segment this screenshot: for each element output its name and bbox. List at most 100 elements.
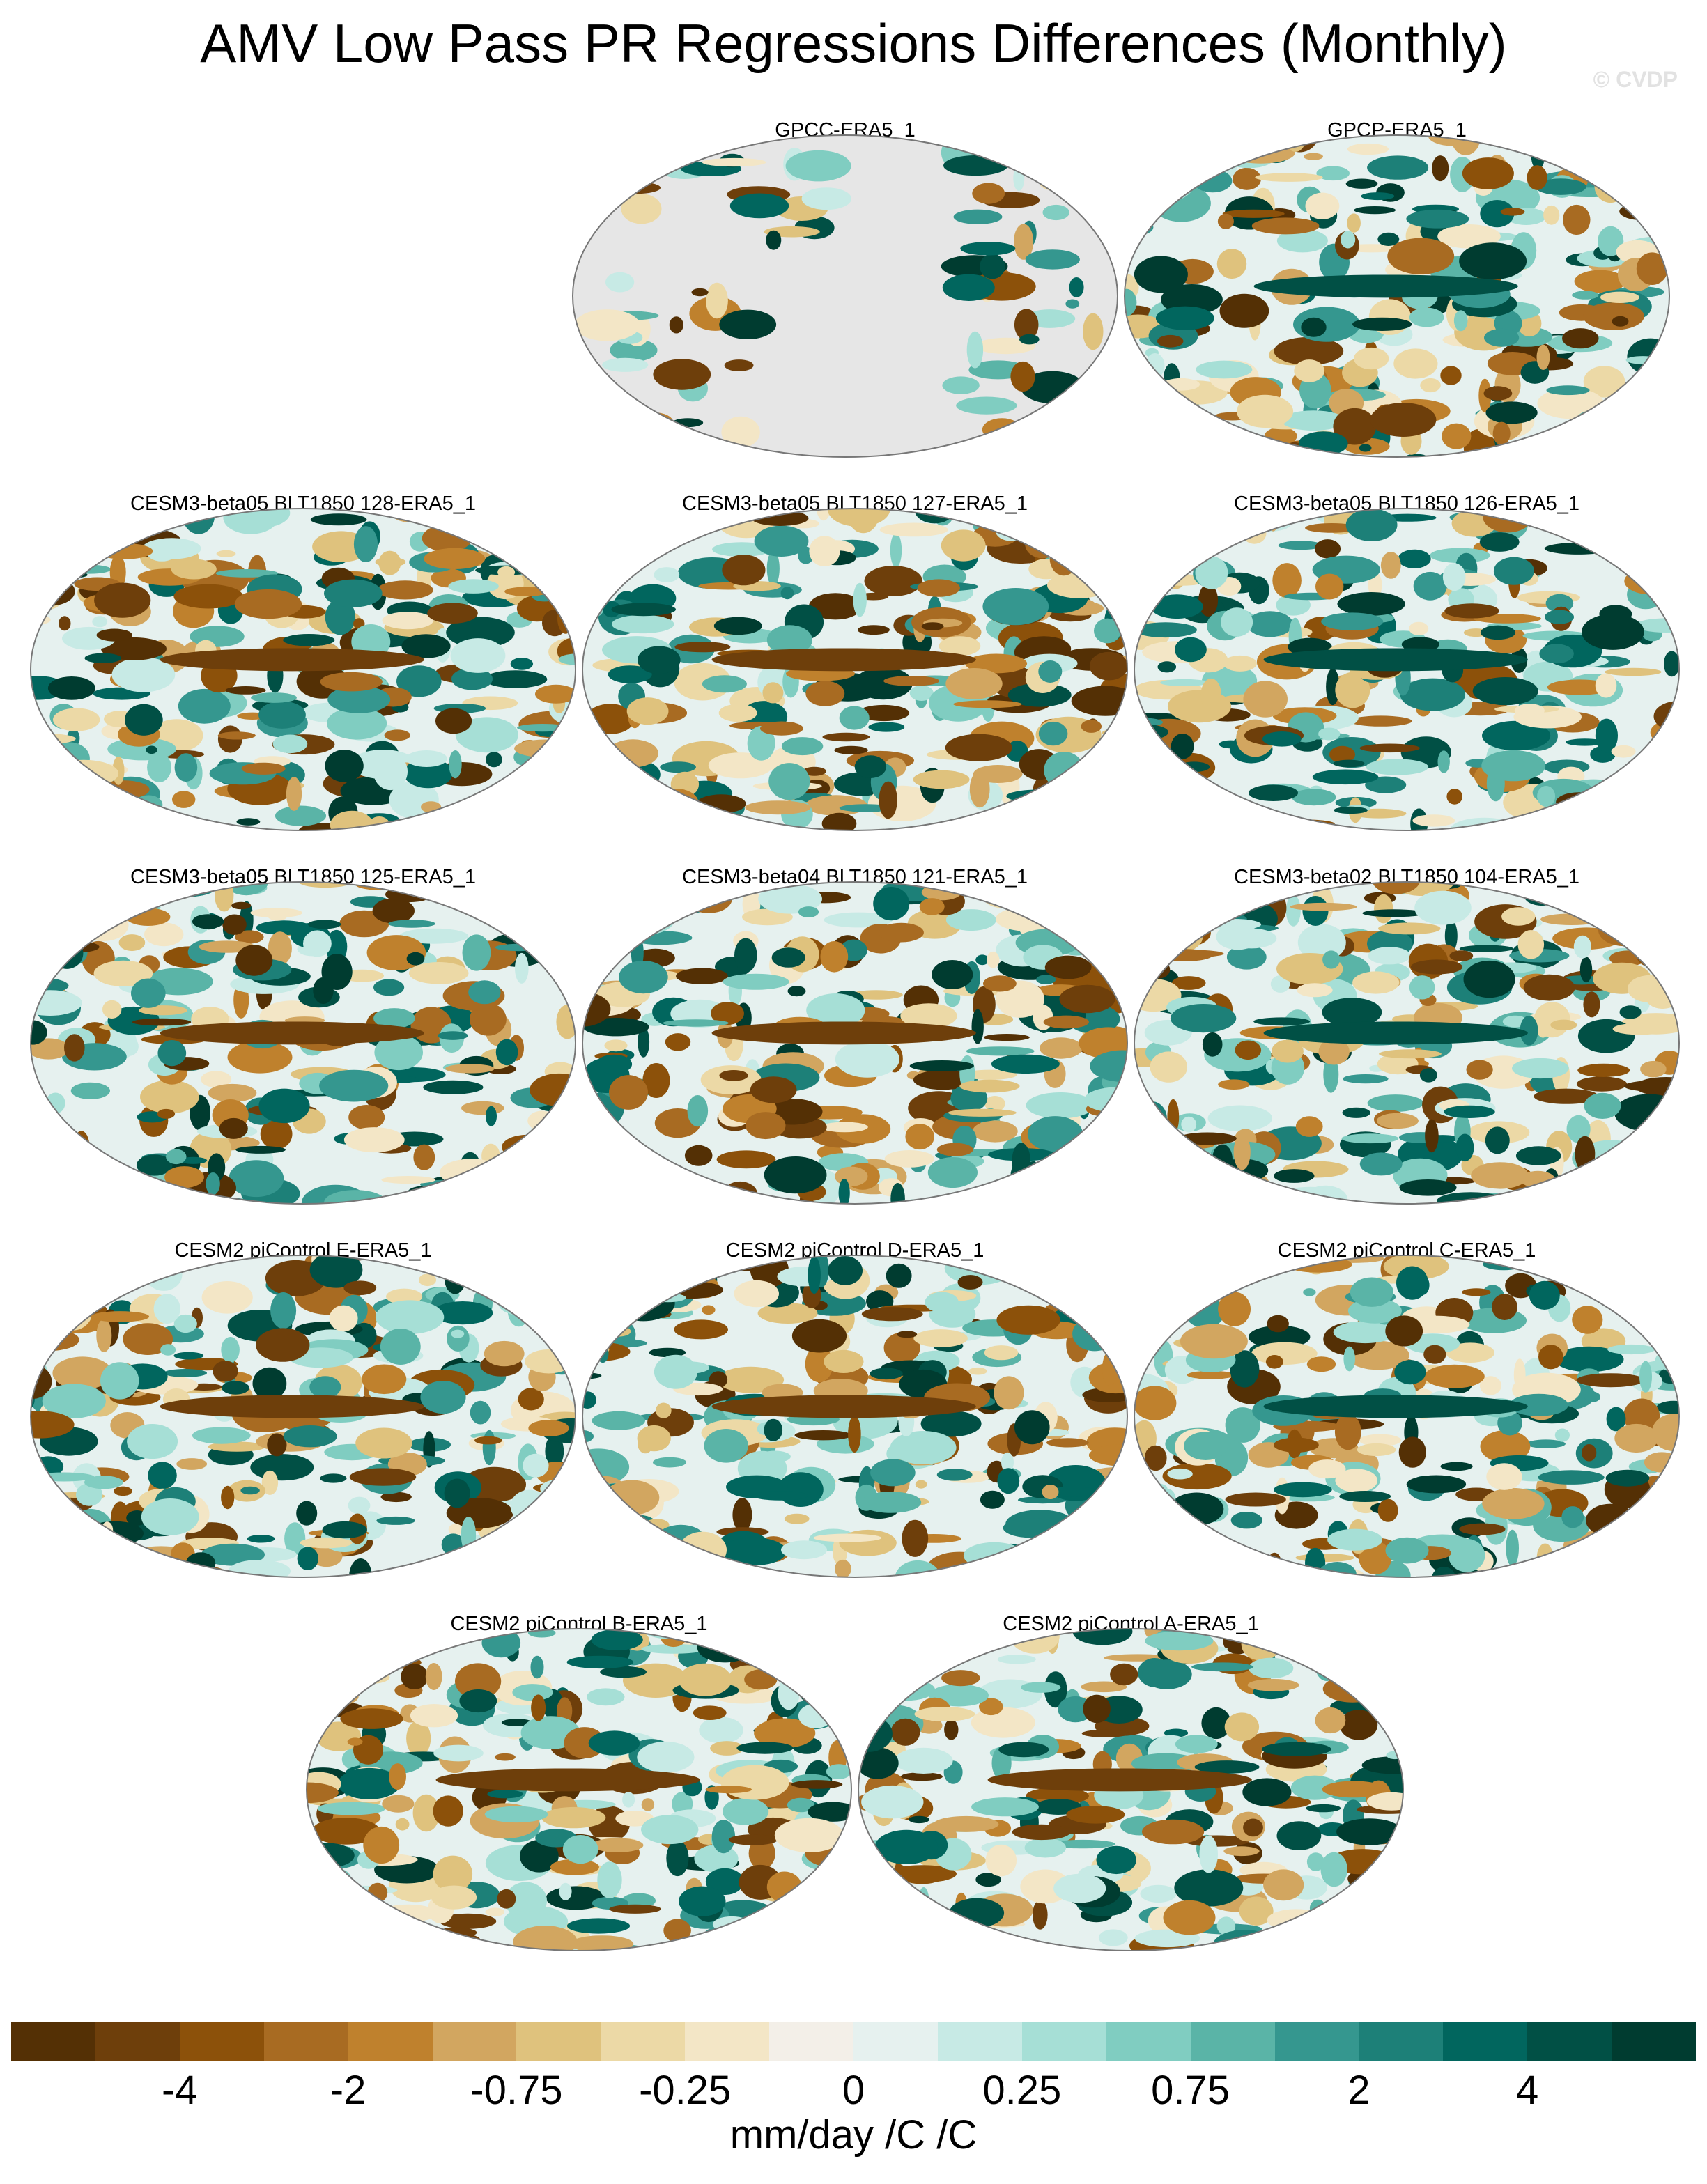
colorbar-swatch: [1612, 2022, 1697, 2061]
anomaly-patch: [192, 914, 224, 929]
anomaly-patch: [663, 1919, 691, 1942]
anomaly-patch: [1505, 821, 1538, 830]
anomaly-patch: [423, 1080, 484, 1094]
anomaly-patch: [38, 792, 63, 820]
anomaly-patch: [857, 625, 890, 635]
anomaly-patch: [874, 1829, 939, 1864]
anomaly-patch: [384, 729, 410, 741]
anomaly-patch: [1182, 1188, 1237, 1204]
anomaly-patch: [872, 1916, 934, 1935]
anomaly-patch: [228, 1560, 291, 1577]
map-panel: [582, 1255, 1128, 1578]
anomaly-patch: [1416, 1275, 1430, 1295]
anomaly-patch: [31, 938, 57, 950]
anomaly-patch: [319, 1069, 389, 1102]
anomaly-patch: [157, 1040, 187, 1067]
anomaly-patch: [433, 1855, 473, 1893]
anomaly-patch: [633, 412, 674, 433]
anomaly-patch: [980, 254, 1005, 279]
anomaly-patch: [45, 780, 75, 808]
anomaly-patch: [1538, 1470, 1605, 1485]
anomaly-patch: [592, 1838, 644, 1852]
anomaly-patch: [1644, 163, 1661, 187]
equatorial-band: [1263, 1021, 1528, 1045]
anomaly-patch: [894, 1747, 953, 1774]
anomaly-patch: [914, 1707, 975, 1721]
anomaly-patch: [321, 954, 353, 990]
map-panel: [582, 881, 1128, 1205]
anomaly-patch: [968, 1367, 987, 1375]
anomaly-patch: [1071, 686, 1127, 716]
anomaly-patch: [267, 1433, 287, 1457]
anomaly-patch: [535, 684, 576, 704]
anomaly-patch: [787, 1641, 801, 1655]
anomaly-patch: [615, 516, 661, 527]
anomaly-patch: [1387, 238, 1455, 274]
anomaly-patch: [744, 1669, 778, 1690]
anomaly-patch: [1472, 677, 1538, 706]
anomaly-patch: [716, 1150, 776, 1169]
anomaly-patch: [1616, 819, 1637, 827]
anomaly-patch: [1334, 1414, 1361, 1450]
anomaly-patch: [1463, 960, 1515, 998]
anomaly-patch: [1343, 1346, 1355, 1372]
anomaly-patch: [980, 882, 1026, 908]
anomaly-patch: [1196, 360, 1253, 379]
anomaly-patch: [1322, 950, 1341, 969]
anomaly-patch: [941, 1670, 980, 1687]
anomaly-patch: [1318, 727, 1341, 741]
anomaly-patch: [1333, 1321, 1398, 1344]
anomaly-patch: [1134, 622, 1197, 638]
anomaly-patch: [944, 1719, 959, 1740]
anomaly-patch: [1382, 1864, 1394, 1871]
anomaly-patch: [1633, 565, 1679, 586]
anomaly-patch: [854, 667, 913, 700]
anomaly-patch: [795, 1930, 832, 1951]
anomaly-patch: [808, 1645, 833, 1653]
anomaly-patch: [1409, 307, 1444, 327]
map-outline: [582, 1255, 1128, 1578]
anomaly-patch: [1341, 1133, 1399, 1144]
anomaly-patch: [1212, 1144, 1233, 1174]
anomaly-patch: [746, 1112, 786, 1140]
anomaly-patch: [1014, 1410, 1050, 1445]
anomaly-patch: [1536, 435, 1578, 457]
anomaly-patch: [879, 1933, 919, 1951]
anomaly-patch: [1526, 1439, 1566, 1448]
anomaly-patch: [1644, 1452, 1679, 1473]
anomaly-patch: [1437, 750, 1450, 773]
anomaly-patch: [1341, 231, 1356, 249]
anomaly-patch: [858, 1646, 915, 1661]
anomaly-patch: [52, 1292, 93, 1331]
anomaly-patch: [919, 898, 945, 915]
anomaly-patch: [1556, 525, 1608, 536]
anomaly-patch: [861, 1785, 924, 1819]
anomaly-patch: [178, 822, 193, 830]
anomaly-patch: [1327, 1528, 1383, 1551]
anomaly-patch: [201, 1071, 232, 1088]
anomaly-patch: [705, 1868, 744, 1896]
anomaly-patch: [1187, 1255, 1254, 1264]
anomaly-patch: [1249, 1325, 1311, 1349]
anomaly-patch: [713, 617, 762, 635]
anomaly-patch: [1014, 224, 1034, 260]
anomaly-patch: [406, 952, 425, 966]
anomaly-patch: [1493, 557, 1534, 585]
anomaly-patch: [835, 1166, 868, 1186]
anomaly-patch: [1345, 509, 1398, 541]
colorbar-swatch: [179, 2022, 264, 2061]
colorbar-tick-label: 4: [1516, 2068, 1539, 2113]
anomaly-patch: [614, 1188, 647, 1204]
anomaly-patch: [430, 1191, 490, 1204]
anomaly-patch: [920, 1411, 982, 1437]
anomaly-patch: [969, 821, 1003, 830]
anomaly-patch: [854, 755, 887, 778]
anomaly-patch: [766, 550, 780, 587]
anomaly-patch: [1347, 143, 1389, 155]
anomaly-patch: [1197, 1255, 1260, 1283]
anomaly-patch: [1265, 1355, 1283, 1369]
anomaly-patch: [1134, 1482, 1168, 1494]
anomaly-patch: [747, 1916, 776, 1926]
anomaly-patch: [1574, 270, 1626, 293]
anomaly-patch: [1406, 209, 1469, 229]
